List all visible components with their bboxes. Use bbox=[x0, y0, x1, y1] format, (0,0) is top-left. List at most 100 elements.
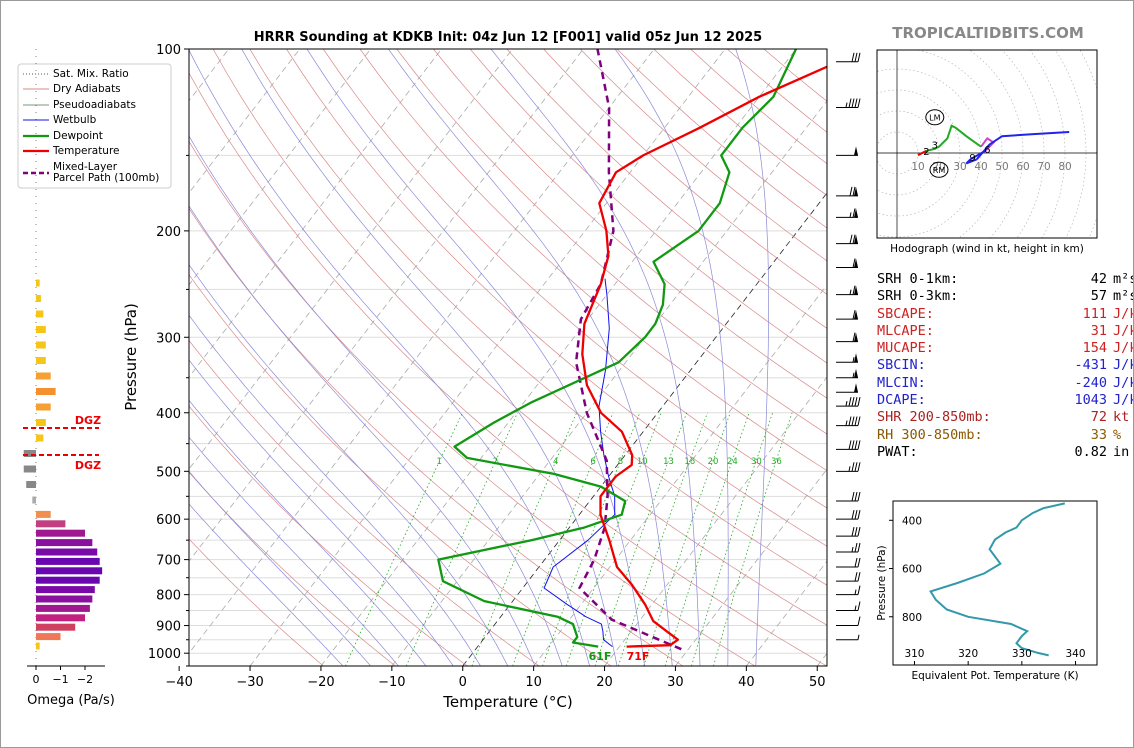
omega-bar bbox=[36, 595, 93, 603]
stat-label: MUCAPE: bbox=[877, 340, 934, 357]
moist-adiabat bbox=[189, 205, 536, 666]
stat-row: PWAT: 0.82 in bbox=[877, 443, 1133, 461]
storm-motion-marker bbox=[929, 161, 949, 178]
omega-bar bbox=[36, 357, 46, 364]
wind-barb bbox=[836, 234, 858, 245]
y-tick-label: 700 bbox=[156, 554, 181, 569]
wind-barb-flag bbox=[854, 510, 858, 520]
legend-entry: Sat. Mix. Ratio bbox=[53, 68, 129, 80]
moist-adiabat bbox=[189, 503, 344, 666]
wind-barb bbox=[836, 616, 861, 627]
wind-barb-half bbox=[852, 372, 855, 378]
wind-barb-half bbox=[849, 212, 852, 218]
stat-row: SRH 0-1km: 42 m²s⁻² bbox=[877, 271, 1133, 288]
x-tick-label: 20 bbox=[596, 675, 613, 690]
wind-barb-flag bbox=[857, 52, 861, 62]
stat-row: SBCIN: -431 J/kg bbox=[877, 357, 1133, 374]
wind-barb-flag bbox=[848, 397, 852, 407]
wind-barb-pennant bbox=[854, 234, 858, 244]
omega-axis-label: Omega (Pa/s) bbox=[27, 693, 115, 708]
wind-barb bbox=[836, 585, 861, 596]
theta-e-x-tick-label: 310 bbox=[904, 648, 924, 660]
theta-e-y-tick-label: 600 bbox=[902, 564, 922, 576]
wind-barb-pennant bbox=[854, 258, 858, 268]
mixing-ratio-label: 13 bbox=[663, 457, 674, 467]
stat-value: 33 bbox=[1090, 426, 1107, 443]
wind-barb-flag bbox=[854, 397, 858, 407]
wind-barb-flag bbox=[851, 416, 855, 426]
mixing-ratio-label: 1 bbox=[437, 457, 442, 467]
wind-barb-flag bbox=[854, 491, 858, 502]
stat-label: DCAPE: bbox=[877, 392, 926, 409]
hodograph-ring-label: 70 bbox=[1037, 161, 1050, 173]
stat-value: 57 bbox=[1090, 288, 1107, 305]
moist-adiabat bbox=[189, 49, 590, 666]
moist-adiabat bbox=[189, 470, 371, 666]
skewt-frame bbox=[188, 48, 828, 667]
moist-adiabat bbox=[490, 49, 701, 666]
wind-barb bbox=[836, 52, 861, 63]
y-tick-label: 400 bbox=[156, 407, 181, 422]
dry-adiabat bbox=[189, 140, 756, 666]
dry-adiabat bbox=[506, 49, 827, 329]
hodograph-segment bbox=[965, 150, 986, 165]
moist-adiabat bbox=[388, 49, 673, 666]
omega-bar bbox=[26, 481, 36, 488]
stat-value: 42 bbox=[1090, 271, 1107, 287]
wind-barb-flag bbox=[851, 462, 855, 472]
moist-adiabat bbox=[189, 135, 563, 666]
wind-barb-flag bbox=[854, 572, 858, 582]
stat-unit: m²s⁻² bbox=[1113, 271, 1133, 287]
wind-barb-pennant bbox=[854, 353, 858, 363]
wind-barb-flag bbox=[857, 572, 861, 582]
hodograph-ring-label: 10 bbox=[911, 161, 924, 173]
brand-logo: TROPICALTIDBITS.COM bbox=[892, 24, 1084, 42]
mixing-ratio-line bbox=[512, 412, 614, 666]
y-tick-label: 300 bbox=[156, 331, 181, 346]
theta-e-x-tick-label: 330 bbox=[1012, 648, 1032, 660]
wind-barb-flag bbox=[849, 234, 853, 244]
omega-bar bbox=[36, 539, 93, 547]
omega-tick-label: −1 bbox=[52, 673, 68, 686]
wind-barb-pennant bbox=[854, 208, 858, 218]
stat-label: PWAT: bbox=[877, 443, 918, 460]
legend-entry: Parcel Path (100mb) bbox=[53, 172, 159, 184]
theta-e-frame bbox=[892, 500, 1098, 666]
x-tick-label: −30 bbox=[236, 675, 263, 690]
dry-adiabat bbox=[433, 49, 827, 399]
isotherm-line bbox=[249, 49, 726, 666]
hodograph-segment-0-1km bbox=[917, 150, 927, 156]
mixing-ratio-label: 20 bbox=[708, 457, 719, 467]
stat-unit: J/kg bbox=[1113, 305, 1133, 322]
wind-barb bbox=[836, 353, 858, 363]
x-tick-label: 40 bbox=[738, 675, 755, 690]
wind-barb-flag bbox=[854, 557, 858, 568]
wind-barb bbox=[836, 368, 858, 379]
wind-barb bbox=[836, 510, 861, 520]
dry-adiabat bbox=[249, 49, 827, 586]
theta-e-x-tick-label: 340 bbox=[1066, 648, 1086, 660]
dry-adiabat bbox=[189, 72, 827, 666]
hodograph-plot-area: 10 20 30 40 50 60 70 80 23 69 LM RM bbox=[877, 50, 1097, 238]
omega-bar bbox=[36, 310, 44, 318]
dry-adiabat bbox=[212, 49, 827, 626]
stat-row: MUCAPE: 154 J/kg bbox=[877, 340, 1133, 357]
mixing-ratio-line bbox=[643, 412, 731, 666]
hodograph-ring-label: 60 bbox=[1016, 161, 1029, 173]
hodograph-ring-label: 40 bbox=[974, 161, 987, 173]
omega-bar bbox=[36, 419, 46, 426]
stat-value: 72 bbox=[1090, 409, 1107, 426]
wind-barb-pennant bbox=[854, 332, 858, 342]
mixing-ratio-label: 30 bbox=[751, 457, 762, 467]
wind-barb-half bbox=[851, 546, 854, 553]
wind-barb-flag bbox=[857, 542, 861, 553]
wind-barb-flag bbox=[852, 234, 856, 244]
wind-barb-flag bbox=[857, 416, 861, 426]
omega-bar bbox=[36, 388, 56, 395]
hodograph-ring-label: 20 bbox=[932, 161, 945, 173]
wind-barb-flag bbox=[857, 526, 861, 537]
omega-bar bbox=[36, 623, 76, 631]
omega-bar bbox=[36, 576, 100, 584]
